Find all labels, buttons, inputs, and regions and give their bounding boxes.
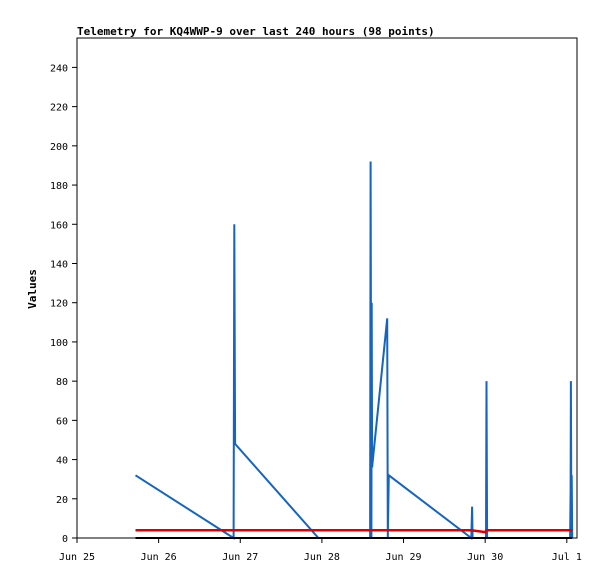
x-tick-label: Jun 25 (59, 552, 95, 563)
x-tick-label: Jun 28 (304, 552, 340, 563)
y-tick-label: 80 (56, 377, 68, 388)
chart-title: Telemetry for KQ4WWP-9 over last 240 hou… (77, 25, 435, 38)
x-tick-label: Jun 26 (141, 552, 177, 563)
series-line-2 (135, 528, 573, 534)
x-tick-label: Jun 30 (467, 552, 503, 563)
y-tick-label: 240 (50, 63, 68, 74)
x-tick-label: Jun 27 (222, 552, 258, 563)
y-tick-label: 200 (50, 142, 68, 153)
plot-frame (76, 37, 578, 539)
y-tick-label: 220 (50, 103, 68, 114)
y-tick-label: 100 (50, 338, 68, 349)
y-tick-label: 160 (50, 220, 68, 231)
y-tick-label: 140 (50, 259, 68, 270)
y-tick-label: 60 (56, 416, 68, 427)
x-tick-label: Jul 1 (552, 552, 582, 563)
y-tick-label: 20 (56, 495, 68, 506)
y-tick-label: 0 (62, 534, 68, 545)
x-tick-label: Jun 29 (385, 552, 421, 563)
y-axis-ticks: 0 20 40 60 80 100 120 140 160 180 200 220 240 (50, 63, 77, 545)
y-tick-label: 40 (56, 456, 68, 467)
y-tick-label: 120 (50, 299, 68, 310)
y-tick-label: 180 (50, 181, 68, 192)
y-axis-label: Values (26, 269, 39, 309)
